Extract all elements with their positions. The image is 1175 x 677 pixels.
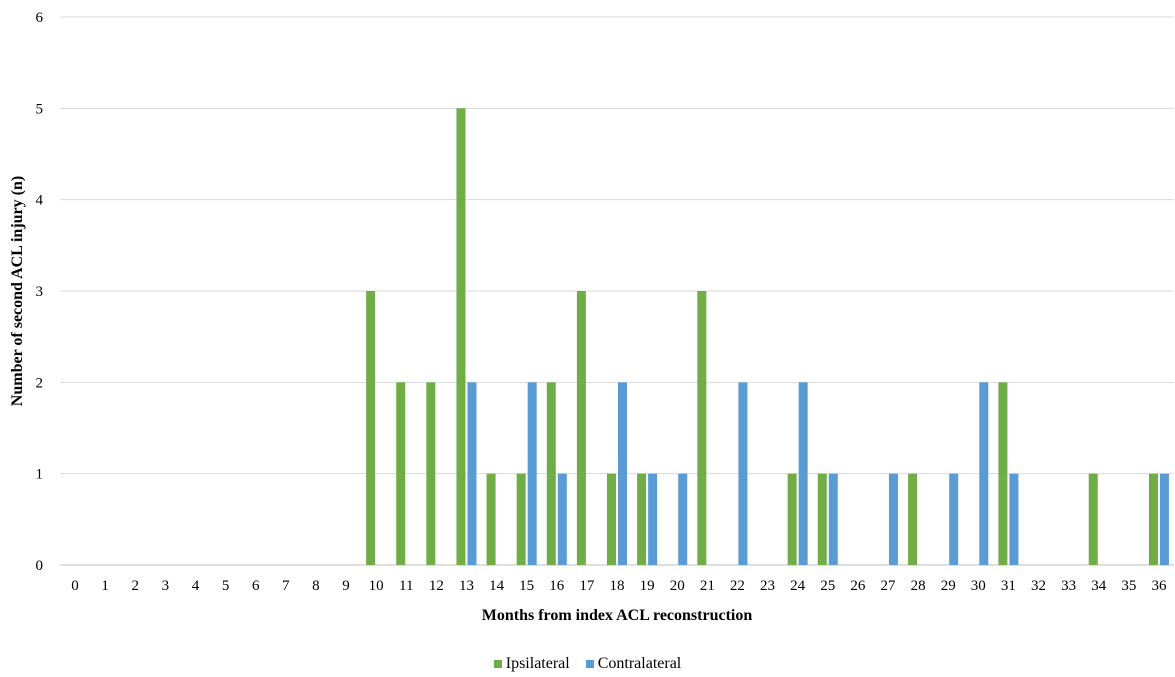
y-tick-label: 4 [36, 193, 44, 209]
y-tick-label: 5 [36, 101, 44, 117]
x-axis-title: Months from index ACL reconstruction [482, 607, 753, 624]
x-tick-label: 15 [519, 578, 534, 594]
bar-contralateral-30 [979, 382, 989, 565]
bar-ipsilateral-24 [787, 473, 797, 565]
x-tick-label: 34 [1091, 578, 1107, 594]
x-tick-label: 0 [71, 578, 79, 594]
x-tick-label: 5 [222, 578, 230, 594]
x-tick-label: 33 [1061, 578, 1076, 594]
x-tick-label: 6 [252, 578, 260, 594]
y-tick-label: 3 [36, 284, 44, 300]
x-tick-label: 17 [579, 578, 595, 594]
bar-contralateral-16 [557, 473, 567, 565]
gridlines [60, 16, 1174, 566]
x-tick-label: 16 [549, 578, 565, 594]
x-tick-label: 8 [312, 578, 320, 594]
bar-ipsilateral-19 [637, 473, 647, 565]
bar-contralateral-25 [828, 473, 838, 565]
x-tick-label: 4 [192, 578, 200, 594]
legend-item-contralateral: Contralateral [585, 655, 682, 673]
x-tick-label: 26 [850, 578, 866, 594]
bar-contralateral-27 [888, 473, 898, 565]
y-tick-label: 1 [36, 467, 44, 483]
bar-ipsilateral-28 [908, 473, 918, 565]
x-tick-label: 9 [342, 578, 350, 594]
x-tick-label: 24 [790, 578, 806, 594]
bar-contralateral-15 [527, 382, 537, 565]
legend: Ipsilateral Contralateral [0, 655, 1175, 673]
bar-contralateral-22 [738, 382, 748, 565]
legend-item-ipsilateral: Ipsilateral [493, 655, 570, 673]
bar-contralateral-29 [949, 473, 959, 565]
x-tick-label: 11 [399, 578, 413, 594]
legend-swatch-ipsilateral [493, 660, 502, 668]
x-tick-label: 3 [162, 578, 170, 594]
legend-label-contralateral: Contralateral [597, 655, 682, 672]
bar-ipsilateral-12 [426, 382, 436, 565]
bar-ipsilateral-31 [998, 382, 1008, 565]
x-tick-label: 12 [429, 578, 444, 594]
bar-contralateral-13 [467, 382, 477, 565]
x-tick-label: 36 [1151, 578, 1167, 594]
x-tick-label: 35 [1121, 578, 1136, 594]
bar-ipsilateral-21 [697, 291, 707, 565]
y-tick-labels: 0 1 2 3 4 5 6 [36, 10, 44, 574]
x-tick-label: 31 [1001, 578, 1016, 594]
x-tick-label: 30 [971, 578, 986, 594]
bar-ipsilateral-10 [366, 291, 376, 565]
x-tick-label: 2 [132, 578, 140, 594]
x-tick-label: 29 [941, 578, 956, 594]
bar-ipsilateral-17 [576, 291, 586, 565]
x-tick-label: 20 [670, 578, 685, 594]
y-tick-label: 2 [36, 375, 44, 391]
bar-contralateral-18 [618, 382, 627, 565]
x-tick-label: 14 [489, 578, 505, 594]
y-axis-title: Number of second ACL injury (n) [9, 176, 26, 406]
bar-contralateral-36 [1159, 473, 1169, 565]
x-tick-label: 21 [700, 578, 715, 594]
bar-contralateral-31 [1009, 473, 1019, 565]
bars [366, 108, 1169, 565]
x-tick-label: 27 [880, 578, 896, 594]
bar-ipsilateral-15 [516, 473, 526, 565]
x-tick-label: 25 [820, 578, 835, 594]
x-tick-label: 22 [730, 578, 745, 594]
bar-ipsilateral-16 [546, 382, 556, 565]
bar-ipsilateral-34 [1088, 473, 1098, 565]
y-tick-label: 0 [36, 558, 44, 574]
x-tick-label: 7 [282, 578, 290, 594]
x-tick-label: 28 [911, 578, 926, 594]
bar-ipsilateral-13 [456, 108, 466, 565]
bar-ipsilateral-36 [1148, 473, 1158, 565]
x-tick-label: 10 [369, 578, 384, 594]
bar-contralateral-24 [798, 382, 808, 565]
x-tick-label: 13 [459, 578, 474, 594]
y-tick-label: 6 [36, 10, 44, 26]
bar-contralateral-19 [648, 473, 658, 565]
bar-ipsilateral-11 [396, 382, 406, 565]
bar-ipsilateral-14 [486, 473, 496, 565]
legend-label-ipsilateral: Ipsilateral [505, 655, 570, 672]
x-tick-labels: 0 1 2 3 4 5 6 7 8 9 10 11 12 13 14 15 16 17 18 19 20 21 22 23 24… [71, 578, 1167, 594]
x-tick-label: 1 [101, 578, 109, 594]
x-tick-label: 23 [760, 578, 775, 594]
x-tick-label: 19 [640, 578, 655, 594]
bar-ipsilateral-25 [817, 473, 827, 565]
bar-contralateral-20 [678, 473, 688, 565]
x-tick-label: 18 [610, 578, 625, 594]
legend-swatch-contralateral [585, 660, 594, 668]
x-tick-label: 32 [1031, 578, 1046, 594]
bar-ipsilateral-18 [607, 473, 616, 565]
